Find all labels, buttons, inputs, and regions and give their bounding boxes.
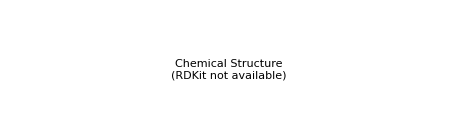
Text: Chemical Structure
(RDKit not available): Chemical Structure (RDKit not available) (171, 59, 286, 80)
